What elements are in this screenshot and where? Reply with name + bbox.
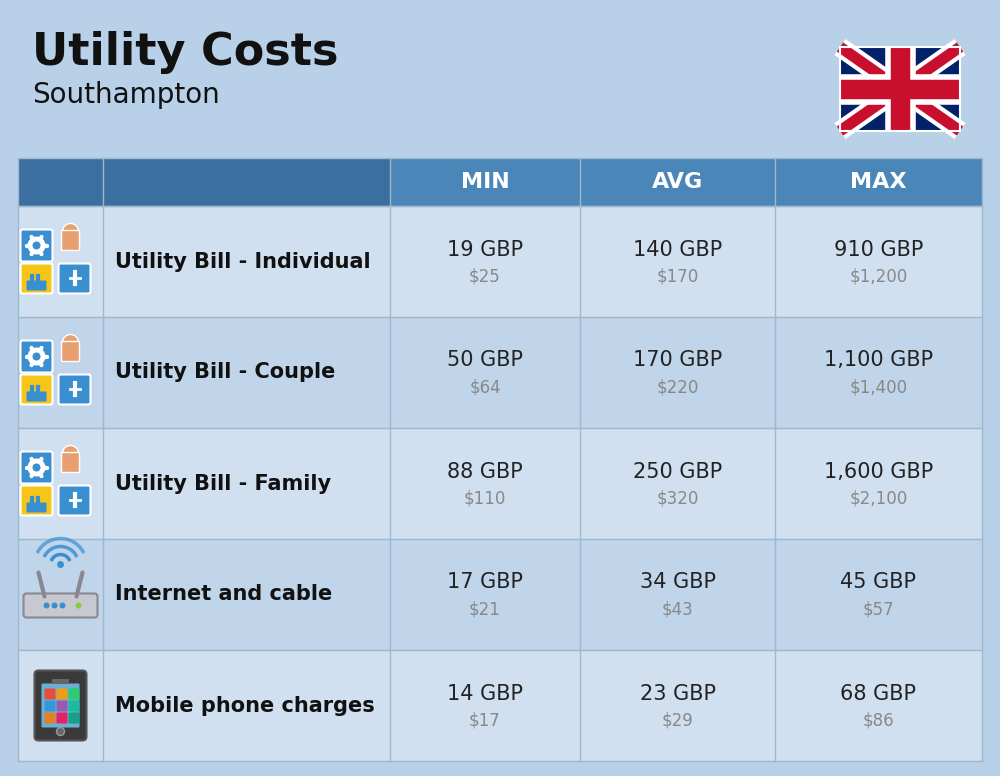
Text: $170: $170 — [656, 268, 699, 286]
Text: 910 GBP: 910 GBP — [834, 240, 923, 259]
Text: Utility Bill - Individual: Utility Bill - Individual — [115, 251, 371, 272]
FancyBboxPatch shape — [68, 701, 80, 712]
Bar — [18, 317, 982, 428]
Text: 14 GBP: 14 GBP — [447, 684, 523, 704]
FancyBboxPatch shape — [20, 230, 52, 262]
Text: 34 GBP: 34 GBP — [640, 573, 716, 593]
Text: $57: $57 — [863, 601, 894, 618]
Text: Mobile phone charges: Mobile phone charges — [115, 695, 375, 715]
FancyBboxPatch shape — [24, 594, 98, 618]
FancyBboxPatch shape — [68, 688, 80, 699]
Text: 17 GBP: 17 GBP — [447, 573, 523, 593]
Text: $320: $320 — [656, 490, 699, 508]
Bar — [103, 158, 390, 206]
FancyBboxPatch shape — [68, 712, 80, 723]
Circle shape — [28, 348, 46, 365]
Circle shape — [28, 459, 46, 476]
Circle shape — [62, 223, 78, 240]
FancyBboxPatch shape — [20, 264, 52, 293]
Text: $1,400: $1,400 — [849, 379, 908, 397]
Text: Southampton: Southampton — [32, 81, 220, 109]
Text: $1,200: $1,200 — [849, 268, 908, 286]
Text: 23 GBP: 23 GBP — [640, 684, 716, 704]
Text: 68 GBP: 68 GBP — [840, 684, 916, 704]
FancyBboxPatch shape — [62, 230, 80, 251]
Text: 50 GBP: 50 GBP — [447, 351, 523, 370]
Circle shape — [56, 728, 64, 736]
FancyBboxPatch shape — [58, 264, 90, 293]
Bar — [840, 47, 960, 131]
Bar — [18, 428, 982, 539]
Circle shape — [57, 561, 64, 568]
FancyBboxPatch shape — [52, 679, 69, 684]
FancyBboxPatch shape — [34, 670, 87, 740]
Text: $64: $64 — [469, 379, 501, 397]
Circle shape — [32, 352, 40, 361]
FancyBboxPatch shape — [56, 712, 68, 723]
Text: $220: $220 — [656, 379, 699, 397]
FancyBboxPatch shape — [20, 452, 52, 483]
Text: $25: $25 — [469, 268, 501, 286]
FancyBboxPatch shape — [58, 486, 90, 515]
Text: 1,100 GBP: 1,100 GBP — [824, 351, 933, 370]
Text: $21: $21 — [469, 601, 501, 618]
Bar — [390, 158, 580, 206]
Text: Utility Bill - Couple: Utility Bill - Couple — [115, 362, 335, 383]
Text: $17: $17 — [469, 712, 501, 729]
Text: $29: $29 — [662, 712, 693, 729]
Text: $86: $86 — [863, 712, 894, 729]
Text: Utility Bill - Family: Utility Bill - Family — [115, 473, 331, 494]
FancyBboxPatch shape — [44, 688, 56, 699]
FancyBboxPatch shape — [20, 375, 52, 404]
Text: MIN: MIN — [461, 172, 509, 192]
Text: AVG: AVG — [652, 172, 703, 192]
FancyBboxPatch shape — [56, 688, 68, 699]
Circle shape — [32, 241, 40, 250]
FancyBboxPatch shape — [20, 486, 52, 515]
Circle shape — [32, 463, 40, 472]
FancyBboxPatch shape — [58, 375, 90, 404]
FancyBboxPatch shape — [26, 503, 46, 512]
Bar — [18, 158, 103, 206]
Text: 250 GBP: 250 GBP — [633, 462, 722, 481]
Circle shape — [62, 334, 78, 351]
Circle shape — [28, 237, 46, 255]
FancyBboxPatch shape — [26, 280, 46, 290]
Text: Utility Costs: Utility Costs — [32, 31, 338, 74]
Circle shape — [62, 445, 78, 462]
Circle shape — [44, 602, 50, 608]
Circle shape — [76, 602, 82, 608]
Text: 1,600 GBP: 1,600 GBP — [824, 462, 933, 481]
Text: 45 GBP: 45 GBP — [840, 573, 916, 593]
Text: 19 GBP: 19 GBP — [447, 240, 523, 259]
FancyBboxPatch shape — [62, 341, 80, 362]
FancyBboxPatch shape — [62, 452, 80, 473]
Bar — [775, 158, 982, 206]
Text: MAX: MAX — [850, 172, 907, 192]
Bar — [580, 158, 775, 206]
FancyBboxPatch shape — [44, 712, 56, 723]
FancyBboxPatch shape — [20, 341, 52, 372]
FancyBboxPatch shape — [56, 701, 68, 712]
Text: $110: $110 — [464, 490, 506, 508]
Text: $43: $43 — [662, 601, 693, 618]
Bar — [18, 539, 982, 650]
FancyBboxPatch shape — [26, 392, 46, 401]
Text: 88 GBP: 88 GBP — [447, 462, 523, 481]
Text: Internet and cable: Internet and cable — [115, 584, 332, 605]
Circle shape — [60, 602, 66, 608]
Bar — [840, 47, 960, 131]
Text: $2,100: $2,100 — [849, 490, 908, 508]
FancyBboxPatch shape — [44, 701, 56, 712]
Text: 170 GBP: 170 GBP — [633, 351, 722, 370]
Circle shape — [52, 602, 58, 608]
Bar — [18, 650, 982, 761]
Text: 140 GBP: 140 GBP — [633, 240, 722, 259]
FancyBboxPatch shape — [42, 684, 80, 728]
Bar — [18, 206, 982, 317]
